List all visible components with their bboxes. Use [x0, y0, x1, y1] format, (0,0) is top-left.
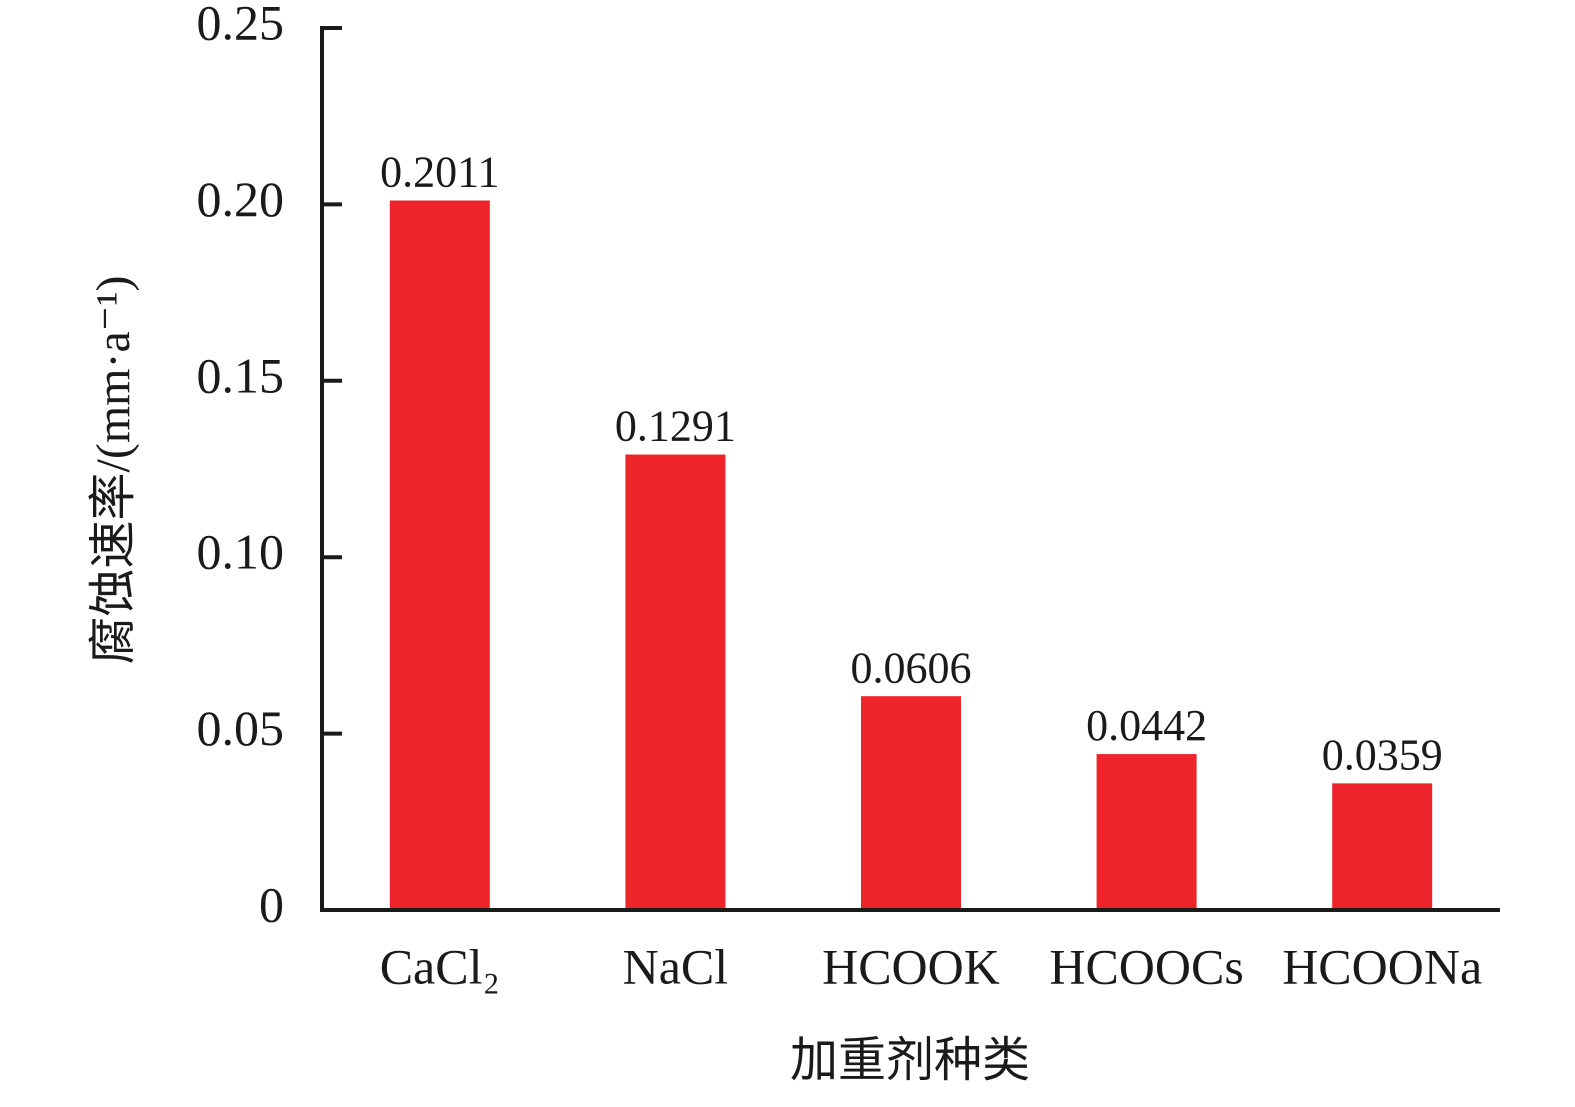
- y-axis-title: 腐蚀速率/(mm·a⁻¹): [87, 276, 140, 665]
- x-tick-label: HCOONa: [1282, 938, 1482, 994]
- bar: [1096, 754, 1197, 910]
- x-tick-label: HCOOK: [822, 938, 1000, 994]
- value-label: 0.1291: [615, 402, 736, 451]
- value-label: 0.0442: [1086, 701, 1207, 750]
- bar: [389, 200, 490, 911]
- y-tick-label: 0.20: [197, 171, 285, 227]
- y-tick-label: 0.25: [197, 0, 285, 50]
- y-tick-label: 0.10: [197, 524, 285, 580]
- bar: [625, 454, 726, 910]
- y-tick-label: 0.05: [197, 700, 285, 756]
- value-label: 0.0606: [851, 643, 972, 692]
- value-label: 0.0359: [1322, 730, 1443, 779]
- bar: [861, 696, 961, 910]
- x-axis-title: 加重剂种类: [790, 1034, 1030, 1087]
- x-tick-label: HCOOCs: [1049, 938, 1243, 994]
- bar: [1332, 783, 1433, 910]
- x-tick-label: NaCl: [623, 938, 729, 994]
- x-tick-label: CaCl₂: [380, 938, 500, 994]
- value-label: 0.2011: [380, 148, 499, 197]
- y-tick-label: 0: [259, 876, 284, 932]
- y-tick-label: 0.15: [197, 347, 285, 403]
